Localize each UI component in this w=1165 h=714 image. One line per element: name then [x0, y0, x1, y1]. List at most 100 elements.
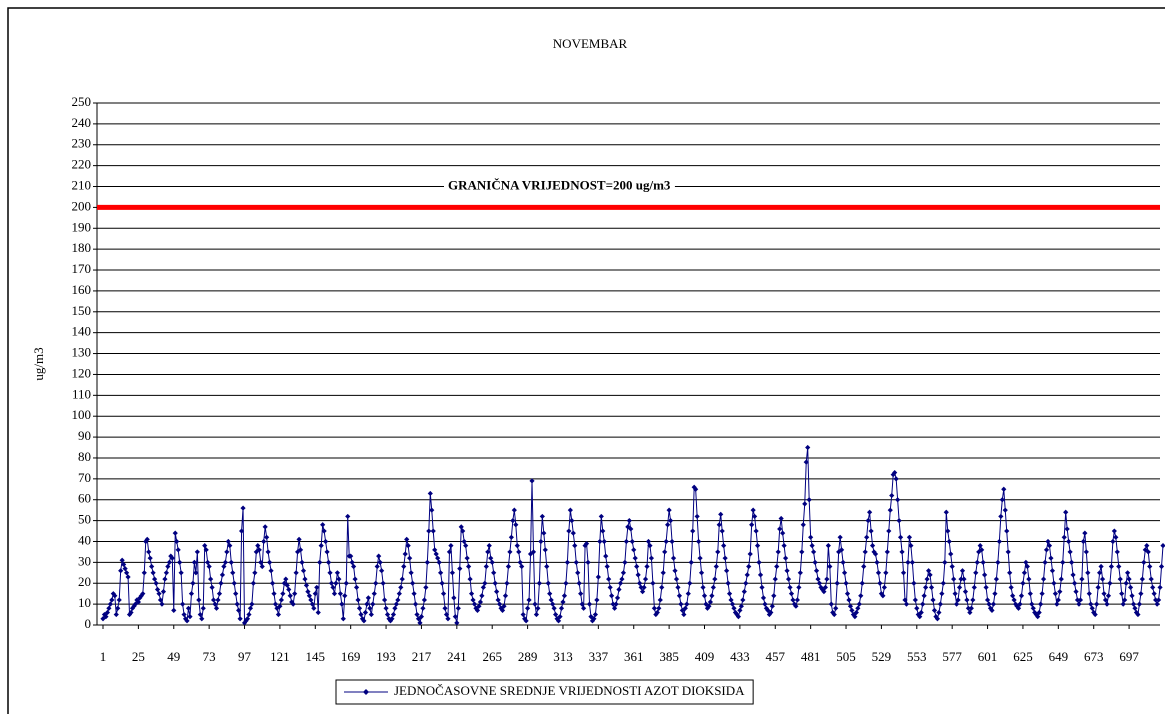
data-point — [412, 601, 419, 607]
data-point — [272, 601, 279, 607]
data-point — [351, 563, 357, 570]
data-point — [968, 605, 974, 611]
data-point — [563, 580, 569, 586]
data-point — [185, 605, 192, 611]
data-point — [774, 563, 780, 570]
data-point — [1079, 576, 1085, 582]
data-point — [780, 530, 786, 536]
data-point — [560, 599, 566, 605]
data-point — [883, 570, 889, 576]
data-point — [1117, 576, 1123, 582]
data-point — [519, 563, 525, 570]
y-tick-label: 10 — [78, 595, 91, 610]
data-point — [141, 570, 147, 576]
data-point — [1054, 601, 1060, 607]
data-point — [147, 555, 153, 561]
series-markers — [100, 444, 1165, 626]
data-point — [427, 490, 433, 497]
data-point — [502, 593, 509, 599]
data-point — [1104, 601, 1110, 607]
data-point — [194, 549, 200, 555]
data-point — [277, 603, 283, 609]
data-point — [959, 568, 966, 574]
data-point — [1097, 570, 1103, 576]
data-point — [970, 597, 976, 603]
data-point — [1150, 584, 1156, 591]
data-point — [841, 570, 848, 576]
data-point — [163, 570, 169, 576]
data-point — [977, 543, 983, 549]
data-point — [449, 570, 456, 576]
data-point — [908, 543, 914, 549]
y-tick-label: 80 — [78, 449, 91, 464]
data-point — [169, 555, 175, 561]
x-tick-label: 97 — [238, 649, 252, 664]
data-point — [461, 538, 467, 545]
data-point — [609, 593, 615, 599]
data-point — [508, 534, 514, 540]
data-point — [871, 549, 877, 555]
data-point — [418, 614, 425, 620]
x-tick-label: 601 — [978, 649, 998, 664]
data-point — [822, 584, 828, 591]
data-point — [471, 601, 478, 607]
data-point — [374, 563, 380, 570]
data-point — [1132, 605, 1138, 611]
data-point — [752, 513, 758, 520]
data-point — [548, 597, 554, 603]
data-point — [355, 597, 361, 603]
data-point — [1030, 605, 1036, 611]
data-point — [535, 605, 541, 611]
data-point — [693, 486, 699, 492]
data-point — [157, 597, 164, 603]
x-tick-label: 313 — [553, 649, 573, 664]
x-tick-label: 265 — [482, 649, 502, 664]
data-point — [299, 559, 305, 565]
data-point — [149, 563, 155, 570]
data-point — [622, 559, 628, 565]
data-point — [486, 543, 492, 549]
data-point — [617, 580, 624, 586]
data-point — [379, 568, 385, 574]
data-point — [349, 559, 355, 565]
data-point — [467, 576, 473, 582]
data-point — [756, 559, 762, 565]
data-point — [631, 547, 637, 553]
data-point — [466, 563, 472, 570]
data-point — [928, 584, 935, 591]
data-point — [123, 570, 130, 576]
data-point — [144, 536, 150, 542]
data-point — [193, 570, 199, 576]
data-point — [265, 549, 271, 555]
data-point — [635, 572, 641, 578]
data-point — [218, 580, 224, 586]
data-point — [392, 605, 398, 611]
data-point — [553, 611, 559, 618]
data-point — [1051, 580, 1057, 586]
data-point — [1126, 576, 1132, 582]
data-point — [281, 580, 287, 586]
data-point — [345, 513, 351, 520]
data-point — [336, 576, 342, 582]
data-point — [103, 614, 109, 620]
data-point — [1092, 611, 1098, 618]
data-point — [384, 611, 391, 618]
data-point — [362, 609, 369, 616]
data-point — [989, 607, 995, 613]
x-tick-label: 169 — [341, 649, 361, 664]
data-point — [314, 584, 320, 591]
data-point — [358, 611, 364, 618]
data-point — [309, 601, 315, 607]
data-point — [222, 559, 228, 565]
data-point — [414, 611, 420, 618]
x-tick-label: 433 — [730, 649, 750, 664]
data-point — [1157, 584, 1163, 591]
data-point — [603, 553, 609, 559]
data-point — [744, 572, 750, 578]
data-point — [530, 549, 537, 555]
data-point — [964, 597, 970, 603]
data-point — [616, 586, 622, 593]
data-point — [399, 576, 405, 582]
data-point — [1135, 611, 1141, 618]
